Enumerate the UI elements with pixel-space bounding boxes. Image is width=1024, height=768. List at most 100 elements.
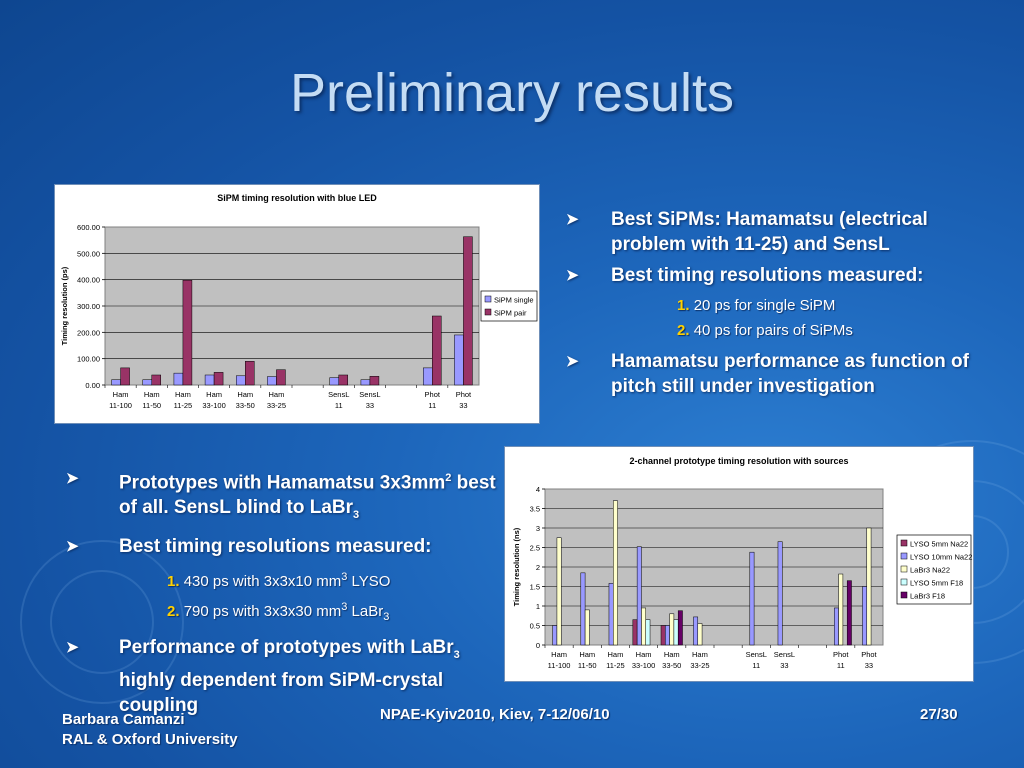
bar bbox=[120, 367, 130, 386]
sub-number: 2. bbox=[677, 322, 690, 339]
bar bbox=[360, 379, 371, 386]
bullet-text-cont: best of all. SensL blind to LaBr bbox=[119, 472, 496, 519]
legend-swatch bbox=[484, 295, 492, 303]
x-tick-label: 11-25 bbox=[174, 401, 193, 410]
x-tick-label: 33-50 bbox=[236, 401, 255, 410]
bar bbox=[834, 607, 839, 646]
subscript: 3 bbox=[453, 648, 460, 661]
chart-title: 2-channel prototype timing resolution wi… bbox=[629, 456, 848, 466]
x-tick-label: 11 bbox=[752, 661, 760, 670]
bullet-text: Best timing resolutions measured: bbox=[611, 265, 924, 286]
bar bbox=[665, 625, 670, 646]
x-tick-label: 33-100 bbox=[202, 401, 225, 410]
right-bullet-list: ➤ Best SiPMs: Hamamatsu (electrical prob… bbox=[566, 207, 976, 405]
x-tick-label: 11 bbox=[335, 401, 343, 410]
bar bbox=[213, 372, 224, 386]
y-axis-label: Timing resolution (ns) bbox=[512, 527, 521, 606]
bar bbox=[584, 609, 590, 646]
y-tick-label: 0.5 bbox=[530, 622, 540, 631]
bar bbox=[697, 623, 703, 646]
sub-number: 1. bbox=[167, 573, 180, 591]
sub-text: 790 ps with 3x3x30 mm bbox=[183, 603, 342, 621]
bullet-text-cont: highly dependent from SiPM-crystal coupl… bbox=[119, 669, 444, 716]
bar bbox=[463, 236, 473, 386]
x-tick-label: 11-100 bbox=[548, 661, 571, 670]
x-tick-label: Ham bbox=[579, 650, 595, 659]
bar bbox=[866, 527, 872, 646]
bar bbox=[329, 377, 339, 386]
legend-swatch bbox=[900, 552, 908, 560]
bar bbox=[677, 610, 683, 646]
arrow-bullet-icon: ➤ bbox=[566, 211, 579, 228]
bar bbox=[632, 619, 638, 646]
x-tick-label: SensL bbox=[359, 390, 380, 399]
bar bbox=[608, 583, 614, 646]
bar bbox=[173, 372, 184, 386]
bullet-text: Hamamatsu performance as function of pit… bbox=[611, 351, 969, 397]
legend-swatch bbox=[900, 578, 908, 586]
y-tick-label: 1.5 bbox=[530, 583, 540, 592]
bar bbox=[838, 573, 844, 646]
x-tick-label: Ham bbox=[692, 650, 708, 659]
x-tick-label: Ham bbox=[113, 390, 129, 399]
x-tick-label: 33 bbox=[366, 401, 374, 410]
x-tick-label: Ham bbox=[636, 650, 652, 659]
x-tick-label: SensL bbox=[746, 650, 767, 659]
y-tick-label: 0 bbox=[536, 641, 540, 650]
legend-box bbox=[896, 534, 972, 605]
bullet-prototypes: ➤ Prototypes with Hamamatsu 3x3mm2 best … bbox=[66, 466, 502, 528]
superscript: 2 bbox=[445, 472, 452, 484]
bullet-best-timing-proto: ➤ Best timing resolutions measured: bbox=[66, 534, 502, 559]
bar bbox=[693, 616, 699, 646]
chart-sipm-timing-svg: SiPM timing resolution with blue LED 0.00… bbox=[60, 193, 538, 410]
legend-label: LYSO 5mm F18 bbox=[910, 579, 963, 588]
bar bbox=[613, 500, 618, 646]
x-tick-label: 33-100 bbox=[632, 661, 655, 670]
bar bbox=[777, 541, 783, 646]
bar bbox=[660, 625, 666, 646]
legend-swatch bbox=[900, 591, 908, 599]
bar bbox=[432, 315, 442, 386]
bar bbox=[267, 376, 277, 386]
sub-number: 2. bbox=[167, 603, 180, 621]
x-tick-label: 33 bbox=[459, 401, 467, 410]
chart-prototype-timing-svg: 2-channel prototype timing resolution wi… bbox=[512, 456, 972, 670]
sub-item-labr: 2. 790 ps with 3x3x30 mm3 LaBr3 bbox=[66, 595, 502, 629]
legend-label: LaBr3 F18 bbox=[910, 592, 945, 601]
x-tick-label: SensL bbox=[328, 390, 349, 399]
y-tick-label: 300.00 bbox=[77, 302, 100, 311]
x-tick-label: Phot bbox=[833, 650, 849, 659]
superscript: 3 bbox=[341, 601, 348, 614]
chart-sipm-timing: SiPM timing resolution with blue LED 0.00… bbox=[54, 184, 540, 424]
arrow-bullet-icon: ➤ bbox=[66, 538, 79, 556]
x-tick-label: 11-50 bbox=[142, 401, 161, 410]
x-tick-label: 33 bbox=[780, 661, 788, 670]
bar bbox=[236, 375, 246, 386]
x-tick-label: SensL bbox=[774, 650, 795, 659]
footer-author: Barbara Camanzi RAL & Oxford University bbox=[62, 710, 238, 750]
x-tick-label: Ham bbox=[664, 650, 680, 659]
x-tick-label: 11-50 bbox=[578, 661, 597, 670]
legend-swatch bbox=[484, 308, 492, 316]
sub-text: 430 ps with 3x3x10 mm bbox=[183, 573, 342, 591]
bar bbox=[204, 374, 215, 386]
y-axis-label: Timing resolution (ps) bbox=[60, 266, 69, 345]
bar bbox=[369, 376, 380, 386]
bar bbox=[151, 374, 161, 386]
legend-label: SiPM single bbox=[494, 296, 534, 305]
x-tick-label: 33 bbox=[865, 661, 873, 670]
footer-page-number: 27/30 bbox=[920, 706, 958, 723]
bar bbox=[276, 369, 286, 386]
y-tick-label: 400.00 bbox=[77, 276, 100, 285]
sub-text: 40 ps for pairs of SiPMs bbox=[693, 322, 853, 339]
y-tick-label: 3 bbox=[536, 524, 540, 533]
bar bbox=[556, 537, 562, 646]
y-tick-label: 100.00 bbox=[77, 355, 100, 364]
y-tick-label: 2.5 bbox=[530, 544, 540, 553]
bar bbox=[552, 625, 558, 646]
subscript: 3 bbox=[353, 509, 360, 522]
author-affiliation: RAL & Oxford University bbox=[62, 731, 238, 748]
bar bbox=[641, 607, 646, 646]
bullet-text: Performance of prototypes with LaBr bbox=[119, 637, 454, 659]
arrow-bullet-icon: ➤ bbox=[66, 639, 79, 657]
